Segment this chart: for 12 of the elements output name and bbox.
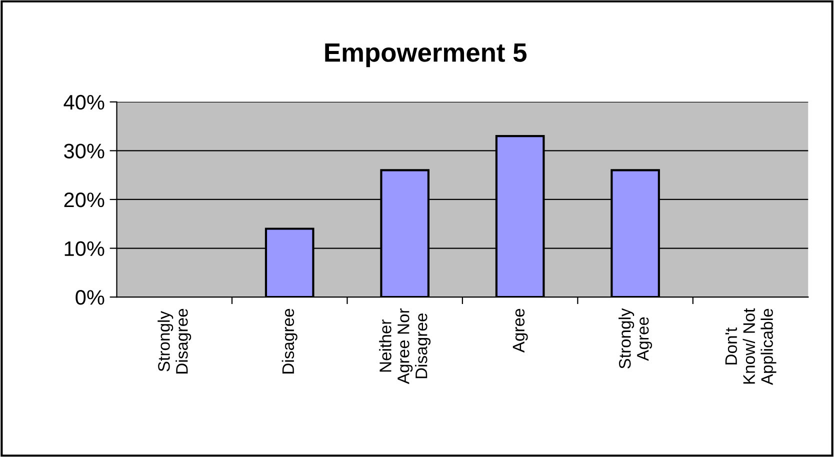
x-tick-label: Neither Agree Nor Disagree <box>379 308 431 384</box>
y-tick-label: 40% <box>64 94 104 110</box>
y-tick-label: 30% <box>64 144 104 158</box>
x-tick-label: Strongly Disagree <box>158 308 192 374</box>
x-tick-label: Strongly Agree <box>618 308 652 369</box>
y-tick-label: 20% <box>64 192 104 208</box>
y-tick-label: 10% <box>64 241 104 256</box>
x-tick-label: Don't Know/ Not Applicable <box>725 308 776 386</box>
y-tick-label: 0% <box>76 290 104 305</box>
x-tick-label: Agree <box>512 308 528 353</box>
chart-title: Empowerment 5 <box>325 44 527 68</box>
x-tick-label: Disagree <box>282 308 298 374</box>
